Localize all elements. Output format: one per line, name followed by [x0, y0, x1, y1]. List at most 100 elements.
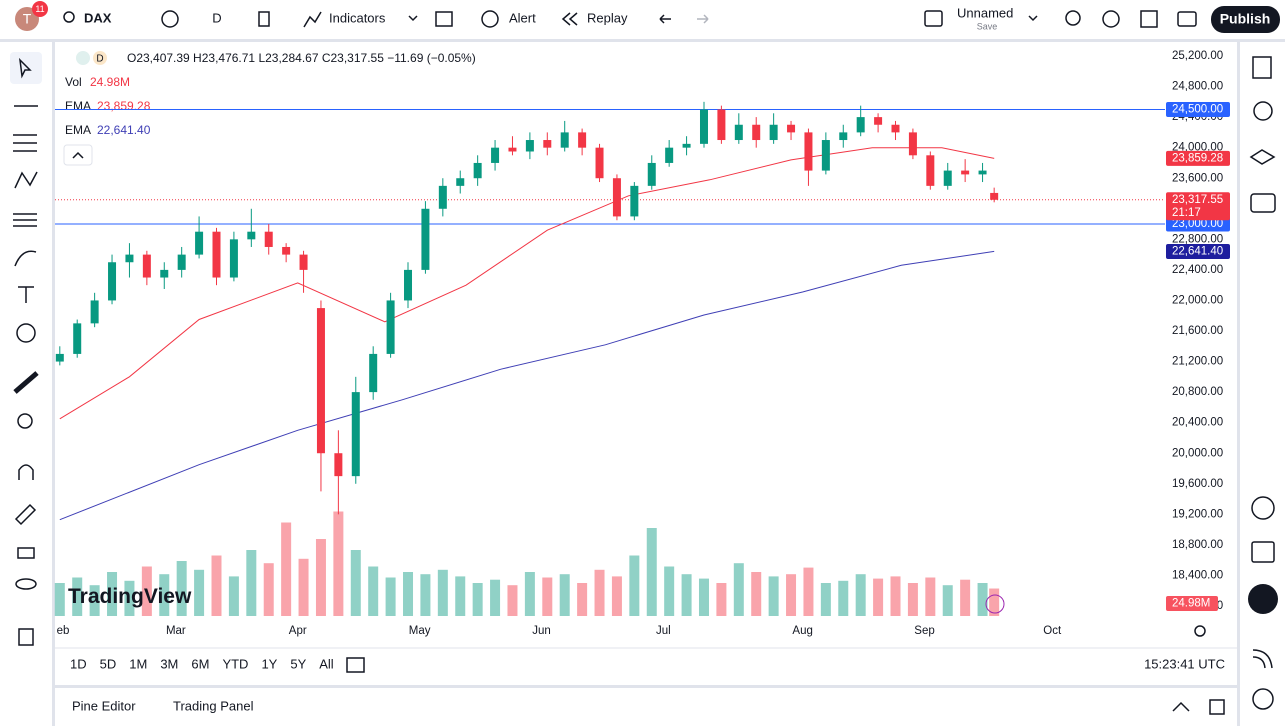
chat[interactable]: [1250, 193, 1276, 213]
help[interactable]: [1252, 688, 1274, 710]
volume-bar: [925, 577, 936, 616]
text-tool[interactable]: [18, 286, 34, 303]
layout-name[interactable]: Unnamed: [957, 5, 1013, 20]
expand-panel[interactable]: [1172, 701, 1190, 712]
streams[interactable]: [1252, 649, 1273, 669]
volume-bar: [629, 555, 640, 616]
interval[interactable]: D: [212, 10, 221, 25]
replay-icon[interactable]: [561, 12, 578, 26]
candle-body: [699, 109, 708, 144]
last-price-tag-label: 23,317.55: [1172, 194, 1223, 206]
publish-button[interactable]: [1211, 6, 1280, 33]
calendar[interactable]: [1251, 541, 1275, 563]
save-label[interactable]: Save: [977, 21, 998, 31]
layout-icon[interactable]: [924, 10, 943, 27]
volume-bar: [211, 555, 222, 616]
ema-tag-label: 22,641.40: [1172, 245, 1223, 257]
range-button[interactable]: YTD: [222, 656, 248, 671]
candle-body: [978, 170, 987, 175]
search-icon[interactable]: [63, 11, 75, 23]
range-button[interactable]: 1M: [129, 656, 147, 671]
settings[interactable]: [1102, 10, 1120, 28]
candle-body: [125, 254, 134, 263]
range-button[interactable]: 5Y: [290, 656, 306, 671]
cursor-tool[interactable]: [10, 52, 42, 84]
magnet-tool[interactable]: [18, 464, 34, 480]
candle-body: [508, 147, 517, 152]
price-line-tag: [1166, 216, 1230, 232]
draw-mode[interactable]: [14, 503, 37, 526]
chevron[interactable]: [408, 15, 418, 22]
forecast-tool[interactable]: [13, 213, 37, 227]
volume-bar: [646, 528, 657, 616]
lock-tool[interactable]: [17, 547, 35, 559]
volume-bar: [89, 585, 100, 616]
range-button[interactable]: 5D: [100, 656, 117, 671]
publish[interactable]: Publish: [1220, 11, 1271, 27]
templates-icon[interactable]: [435, 11, 453, 27]
candle-body: [769, 124, 778, 141]
symbol[interactable]: DAX: [84, 10, 112, 25]
candle-body: [386, 300, 395, 354]
candle-body: [108, 262, 117, 301]
fib-tool[interactable]: [13, 134, 37, 152]
tab[interactable]: Pine Editor: [72, 698, 136, 713]
alerts-panel[interactable]: [1253, 101, 1273, 121]
volume-bar: [507, 585, 518, 616]
add-symbol[interactable]: [161, 10, 179, 28]
pattern-tool[interactable]: [14, 171, 38, 189]
x-tick-label: Jun: [532, 625, 551, 637]
quick-search[interactable]: [1065, 10, 1081, 26]
volume-bar: [786, 574, 797, 616]
volume-bar: [611, 576, 622, 616]
chart-type-icon[interactable]: [258, 11, 270, 27]
trash-tool[interactable]: [18, 628, 34, 646]
alert[interactable]: Alert: [509, 10, 536, 25]
candle-body: [543, 140, 552, 148]
range-button[interactable]: All: [319, 656, 334, 671]
candle-body: [351, 392, 360, 477]
alert-icon[interactable]: [481, 10, 499, 28]
volume-bar: [977, 583, 988, 616]
range-button[interactable]: 1Y: [261, 656, 277, 671]
candle-body: [55, 353, 64, 362]
ruler-tool[interactable]: [13, 371, 39, 394]
range-button[interactable]: 3M: [160, 656, 178, 671]
cursor-icon[interactable]: [18, 57, 32, 79]
snapshot[interactable]: [1177, 11, 1197, 27]
candle-body: [229, 239, 238, 278]
avatar[interactable]: [15, 7, 39, 31]
volume-bar: [472, 583, 483, 616]
brush-tool[interactable]: [14, 250, 37, 267]
volume-bar: [176, 561, 187, 616]
replay[interactable]: Replay: [587, 10, 628, 25]
volume-bar: [315, 539, 326, 616]
fullscreen[interactable]: [1140, 10, 1158, 28]
chevron[interactable]: [1028, 15, 1038, 22]
range-button[interactable]: 1D: [70, 656, 87, 671]
events-icon[interactable]: [985, 594, 1005, 614]
ema-tag-label: 23,859.28: [1172, 152, 1223, 164]
tab[interactable]: Trading Panel: [173, 698, 254, 713]
range-button[interactable]: 6M: [191, 656, 209, 671]
collapse-legend[interactable]: [63, 144, 93, 166]
undo[interactable]: [659, 14, 671, 24]
zoom-tool[interactable]: [17, 413, 33, 429]
goto-date[interactable]: [346, 657, 365, 673]
visibility-tool[interactable]: [15, 578, 37, 590]
candle-body: [212, 231, 221, 278]
indicators[interactable]: Indicators: [329, 10, 386, 25]
ema-name: EMA: [65, 123, 91, 137]
indicators-icon[interactable]: [303, 11, 322, 28]
data-window[interactable]: [1249, 149, 1276, 165]
axis-settings[interactable]: [1194, 625, 1206, 637]
volume-bar: [907, 583, 918, 616]
apps[interactable]: [1248, 584, 1278, 614]
maximize-panel[interactable]: [1209, 699, 1225, 715]
screener[interactable]: [1251, 496, 1275, 520]
watchlist[interactable]: [1252, 56, 1272, 79]
candle-body: [90, 300, 99, 324]
redo[interactable]: [697, 14, 709, 24]
volume-bar: [960, 579, 971, 616]
emoji-tool[interactable]: [16, 323, 36, 343]
